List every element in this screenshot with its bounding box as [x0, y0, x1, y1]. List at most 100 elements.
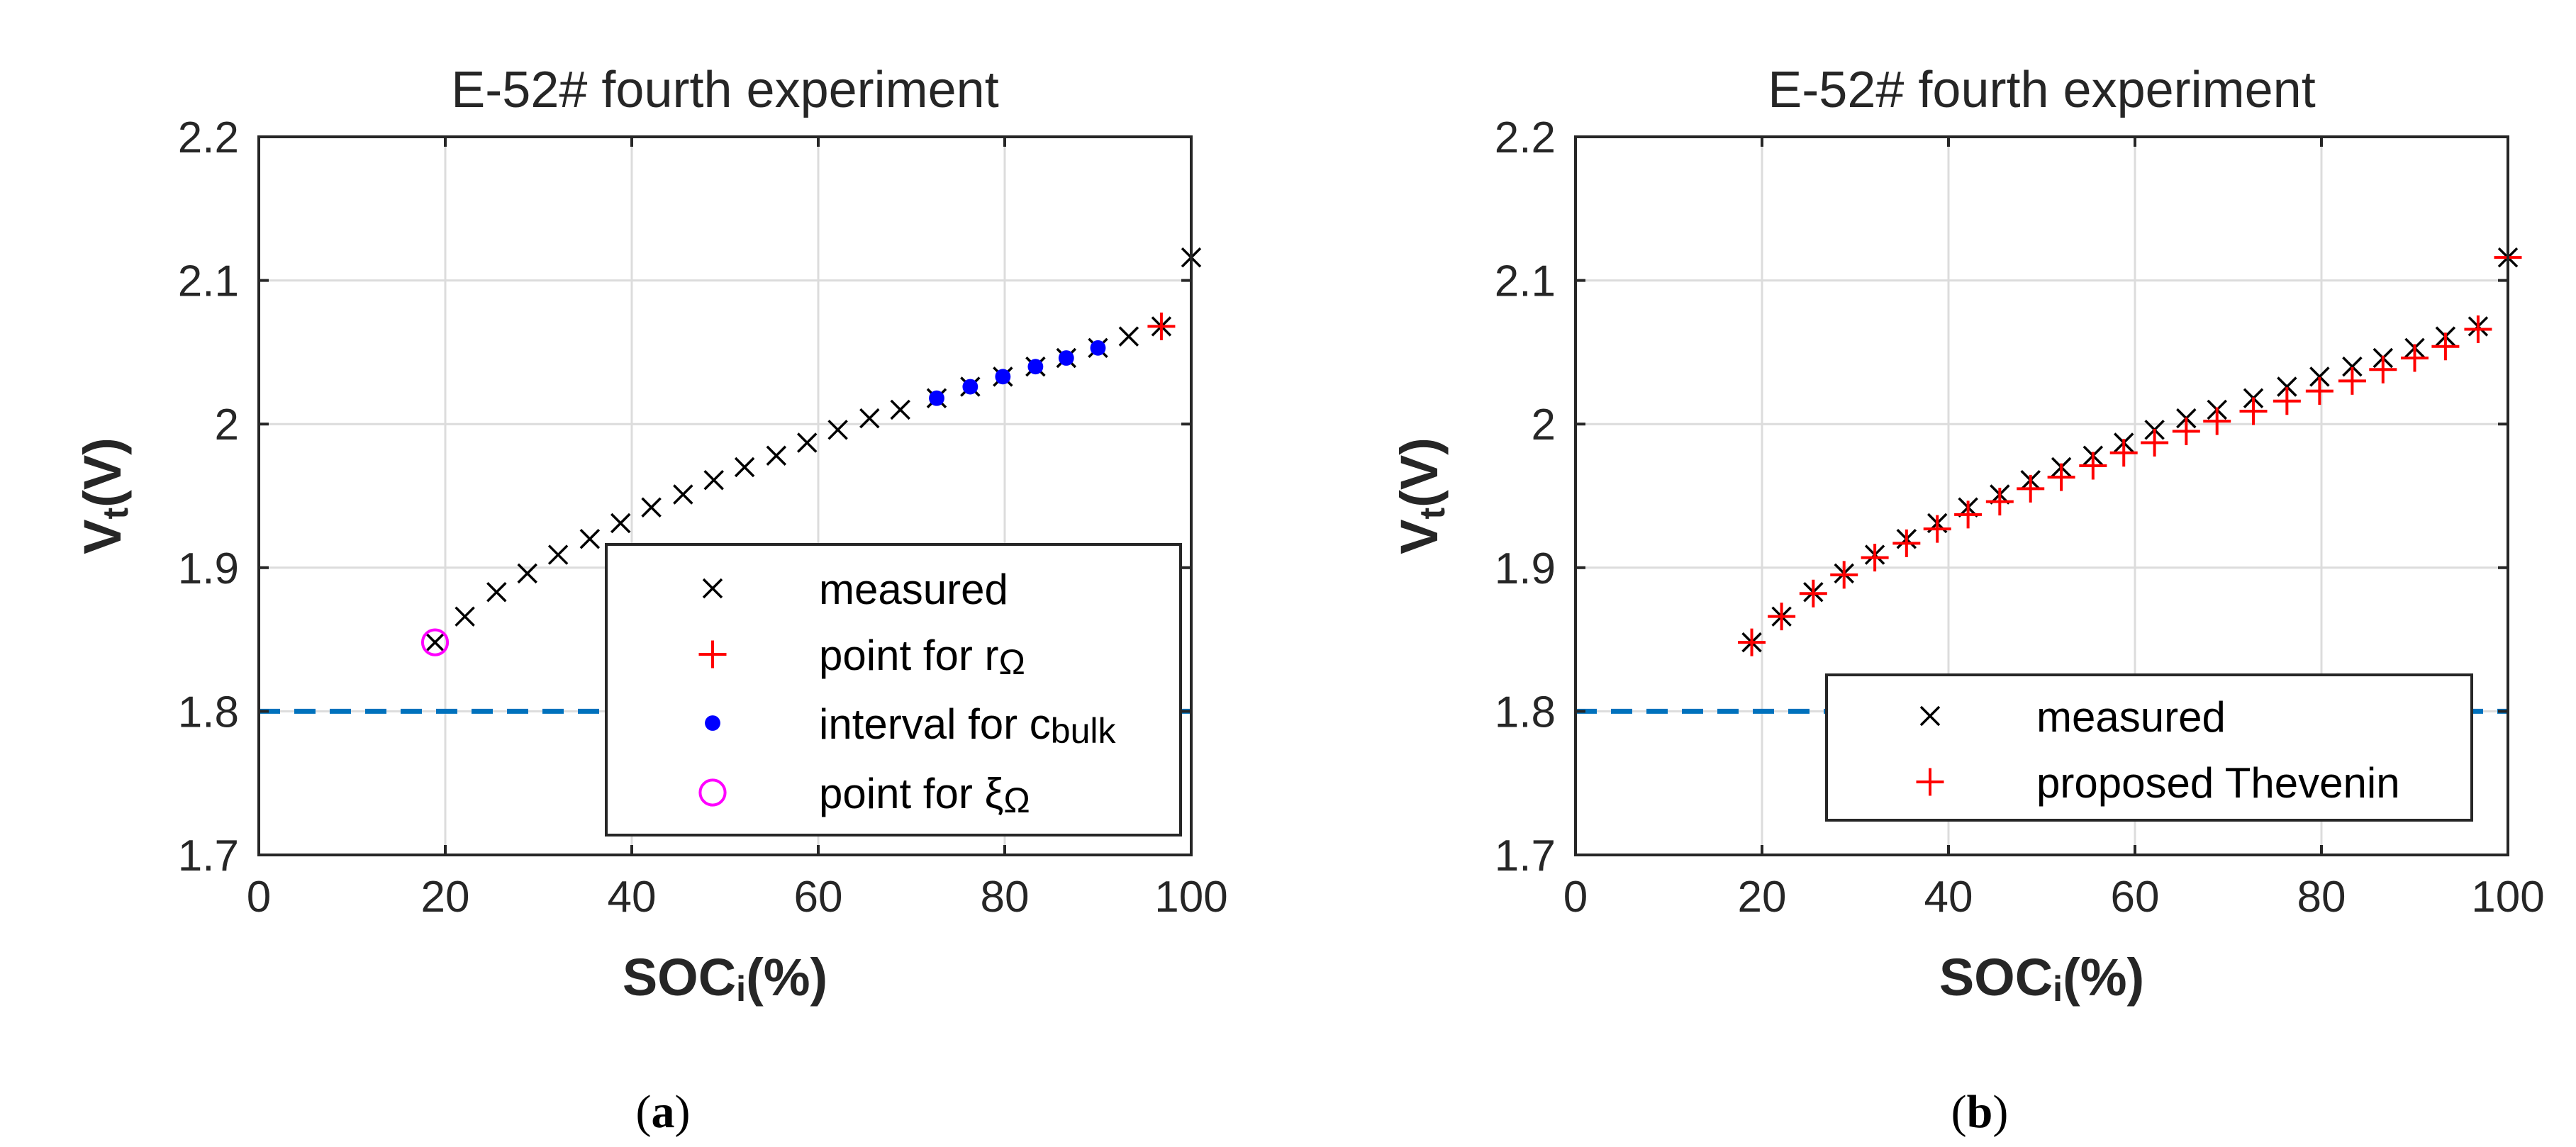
legend-entry: point for ξΩ — [819, 770, 1030, 820]
data-point — [641, 497, 662, 517]
data-point — [1027, 359, 1044, 375]
data-point — [2109, 439, 2138, 467]
data-point — [962, 379, 978, 395]
panel-b: 0 20 40 60 80 100 1.7 1.8 1.9 2 2.1 2.2 E-52# fourth… — [1390, 62, 2545, 1138]
data-point — [579, 529, 601, 549]
caption-paren: ) — [675, 1086, 691, 1138]
legend-entry: measured — [2036, 693, 2226, 741]
legend-entry-main: point for r — [819, 632, 998, 679]
data-point — [1985, 488, 2014, 516]
data-point — [486, 582, 507, 603]
data-point — [929, 390, 944, 406]
y-tick-label: 1.7 — [1495, 832, 1556, 880]
legend-box — [1825, 673, 2473, 822]
y-axis-label-suffix: (V) — [1390, 437, 1449, 508]
x-axis-label-suffix: (%) — [746, 948, 827, 1007]
x-tick-label: 80 — [2297, 873, 2346, 922]
series-point-for-r- — [1147, 312, 1176, 340]
data-point — [1090, 340, 1106, 356]
data-point — [610, 513, 631, 534]
legend-entry: interval for cbulk — [819, 700, 1117, 751]
y-tick-label: 1.8 — [1495, 688, 1556, 737]
legend-marker — [702, 578, 723, 599]
data-point — [2017, 474, 2045, 503]
data-point — [455, 606, 475, 627]
y-tick-label: 1.9 — [1495, 544, 1556, 593]
data-point — [2277, 376, 2297, 397]
y-axis-label-sub: t — [1412, 507, 1452, 519]
data-point — [859, 408, 880, 429]
y-tick-label: 2.1 — [178, 257, 239, 306]
data-point — [420, 628, 450, 656]
data-point — [1118, 326, 1139, 347]
y-axis-label-suffix: (V) — [73, 437, 132, 508]
data-point — [517, 563, 537, 584]
data-point — [2141, 429, 2169, 457]
y-tick-label: 2.1 — [1495, 257, 1556, 306]
caption-paren: ( — [1951, 1086, 1967, 1138]
data-point — [1058, 350, 1074, 366]
axes-box — [1574, 135, 2509, 856]
y-tick-label: 1.8 — [178, 688, 239, 737]
caption-paren: ( — [636, 1086, 652, 1138]
data-point — [1923, 515, 1951, 543]
data-point — [2047, 463, 2075, 491]
data-point — [1147, 312, 1176, 340]
x-tick-label: 60 — [794, 873, 843, 922]
legend-marker — [1919, 705, 1941, 727]
y-tick-label: 2.2 — [1495, 113, 1556, 162]
x-axis-label-main: SOC — [1939, 948, 2053, 1007]
data-point — [2203, 407, 2231, 435]
data-point — [1768, 603, 1796, 631]
x-axis-label-sub: i — [2053, 969, 2063, 1009]
y-axis-label-main: V — [73, 519, 132, 554]
x-tick-label: 40 — [1924, 873, 1973, 922]
y-tick-label: 2 — [215, 401, 239, 449]
data-point — [2079, 452, 2107, 480]
data-point — [2338, 367, 2366, 395]
x-tick-label: 20 — [421, 873, 470, 922]
data-point — [2369, 355, 2397, 384]
data-point — [995, 369, 1011, 385]
x-tick-label: 0 — [247, 873, 271, 922]
legend-entry-main: interval for c — [819, 700, 1051, 748]
panel-caption: (b) — [1951, 1086, 2009, 1138]
chart-title: E-52# fourth experiment — [1768, 62, 2315, 118]
x-axis-label-sub: i — [736, 969, 746, 1009]
legend-entry-sub: Ω — [998, 642, 1025, 682]
x-axis-label: SOCi(%) — [623, 948, 827, 1009]
x-tick-label: 100 — [1154, 873, 1227, 922]
data-point — [1861, 544, 1889, 572]
y-axis-label-main: V — [1390, 519, 1449, 554]
data-point — [1799, 579, 1827, 608]
legend-marker — [1916, 768, 1944, 796]
data-point — [2172, 417, 2200, 445]
caption-letter: a — [652, 1086, 675, 1138]
caption-paren: ) — [1992, 1086, 2008, 1138]
legend-entry: proposed Thevenin — [2036, 759, 2400, 807]
y-axis-label-sub: t — [96, 507, 135, 519]
data-point — [796, 432, 818, 453]
legend: measured proposed Thevenin — [1825, 673, 2473, 822]
data-point — [2342, 356, 2363, 377]
series-proposed-thevenin — [1738, 243, 2522, 656]
data-point — [2464, 315, 2492, 343]
data-point — [734, 457, 755, 478]
data-point — [425, 632, 445, 653]
x-tick-label: 60 — [2111, 873, 2160, 922]
data-point — [766, 445, 787, 466]
data-point — [1892, 529, 1921, 557]
x-tick-label: 80 — [981, 873, 1030, 922]
axes-box — [257, 135, 1193, 856]
panel-a: 0 20 40 60 80 100 1.7 1.8 1.9 2 2.1 2.2 E-52# fourth… — [73, 62, 1228, 1138]
data-point — [2273, 387, 2301, 415]
legend-entry-main: point for ξ — [819, 770, 1003, 817]
x-axis-label-main: SOC — [623, 948, 736, 1007]
x-tick-label: 40 — [608, 873, 657, 922]
legend-entry: measured — [819, 566, 1008, 613]
legend-entry-sub: Ω — [1003, 780, 1030, 820]
x-tick-label: 100 — [2471, 873, 2544, 922]
x-tick-label: 0 — [1563, 873, 1588, 922]
y-tick-label: 2.2 — [178, 113, 239, 162]
data-point — [703, 469, 724, 491]
